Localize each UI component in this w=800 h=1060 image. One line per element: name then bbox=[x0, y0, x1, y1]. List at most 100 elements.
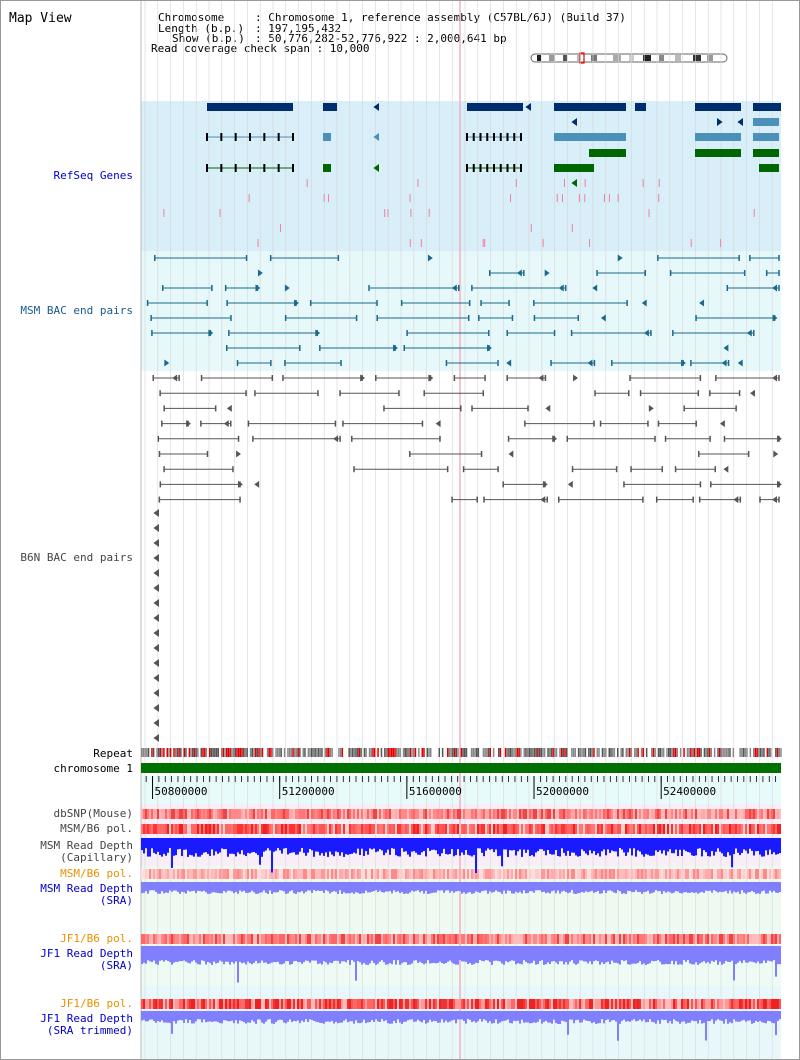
msm-depth-cap-bar bbox=[167, 838, 169, 853]
jf1-depth-bar bbox=[267, 946, 269, 965]
jf1-b6-pol-cell bbox=[689, 934, 691, 944]
jf1-trim-bar bbox=[557, 1011, 559, 1024]
jf1-trim-bar bbox=[623, 1011, 625, 1020]
msm-depth-sra-bar bbox=[563, 882, 565, 891]
msm-depth-sra-bar bbox=[639, 882, 641, 892]
jf1-b6-pol-2-cell bbox=[347, 999, 349, 1009]
msm-b6-pol-cell bbox=[659, 824, 661, 834]
dbsnp-cell bbox=[253, 809, 255, 819]
jf1-depth-bar bbox=[625, 946, 627, 961]
msm-depth-cap-bar bbox=[383, 838, 385, 856]
dbsnp-cell bbox=[759, 809, 761, 819]
dbsnp-cell bbox=[529, 809, 531, 819]
dbsnp-cell bbox=[519, 809, 521, 819]
msm-b6-pol-sra-cell bbox=[183, 869, 185, 879]
jf1-b6-pol-2-cell bbox=[765, 999, 767, 1009]
jf1-b6-pol-cell bbox=[613, 934, 615, 944]
refseq-gene bbox=[753, 118, 779, 126]
jf1-b6-pol-2-cell bbox=[355, 999, 357, 1009]
msm-depth-cap-bar bbox=[417, 838, 419, 855]
msm-depth-sra-bar bbox=[431, 882, 433, 893]
msm-b6-pol-sra-cell bbox=[275, 869, 277, 879]
jf1-b6-pol-cell bbox=[519, 934, 521, 944]
dbsnp-cell bbox=[441, 809, 443, 819]
msm-depth-sra-bar bbox=[765, 882, 767, 894]
msm-depth-sra-bar bbox=[663, 882, 665, 892]
msm-b6-pol-sra-cell bbox=[683, 869, 685, 879]
msm-depth-cap-bar bbox=[741, 838, 743, 854]
msm-b6-pol-cell bbox=[263, 824, 265, 834]
jf1-depth-bar bbox=[715, 946, 717, 961]
msm-depth-cap-bar bbox=[731, 838, 733, 868]
jf1-b6-pol-2-cell bbox=[737, 999, 739, 1009]
jf1-b6-pol-2-cell bbox=[239, 999, 241, 1009]
msm-b6-pol-cell bbox=[599, 824, 601, 834]
jf1-b6-pol-2-cell bbox=[589, 999, 591, 1009]
msm-b6-pol-cell bbox=[385, 824, 387, 834]
msm-depth-cap-bar bbox=[309, 838, 311, 849]
jf1-depth-bar bbox=[713, 946, 715, 962]
msm-b6-pol-sra-cell bbox=[317, 869, 319, 879]
repeat-element bbox=[258, 748, 260, 757]
msm-depth-sra-bar bbox=[415, 882, 417, 891]
jf1-b6-pol-cell bbox=[481, 934, 483, 944]
msm-depth-cap-bar bbox=[265, 838, 267, 851]
track-label-msm-bac[interactable]: MSM BAC end pairs bbox=[20, 304, 133, 317]
repeat-element bbox=[661, 748, 663, 757]
msm-b6-pol-cell bbox=[143, 824, 145, 834]
jf1-b6-pol-2-cell bbox=[477, 999, 479, 1009]
repeat-element bbox=[562, 748, 565, 757]
jf1-b6-pol-cell bbox=[497, 934, 499, 944]
jf1-b6-pol-2-cell bbox=[151, 999, 153, 1009]
jf1-b6-pol-cell bbox=[193, 934, 195, 944]
jf1-trim-bar bbox=[607, 1011, 609, 1020]
msm-depth-sra-bar bbox=[443, 882, 445, 893]
jf1-depth-bar bbox=[229, 946, 231, 965]
msm-b6-pol-cell bbox=[591, 824, 593, 834]
jf1-b6-pol-2-cell bbox=[559, 999, 561, 1009]
msm-b6-pol-sra-cell bbox=[299, 869, 301, 879]
repeat-element bbox=[516, 748, 519, 757]
msm-b6-pol-cell bbox=[301, 824, 303, 834]
msm-depth-sra-bar bbox=[225, 882, 227, 893]
repeat-element bbox=[402, 748, 405, 757]
track-label-refseq[interactable]: RefSeq Genes bbox=[53, 169, 133, 182]
jf1-b6-pol-2-cell bbox=[627, 999, 629, 1009]
repeat-element bbox=[246, 748, 248, 757]
jf1-depth-bar bbox=[425, 946, 427, 964]
jf1-trim-bar bbox=[209, 1011, 211, 1022]
msm-depth-cap-bar bbox=[321, 838, 323, 854]
dbsnp-cell bbox=[469, 809, 471, 819]
jf1-depth-bar bbox=[247, 946, 249, 962]
msm-b6-pol-cell bbox=[377, 824, 379, 834]
jf1-b6-pol-cell bbox=[475, 934, 477, 944]
jf1-trim-bar bbox=[349, 1011, 351, 1022]
jf1-depth-bar bbox=[171, 946, 173, 965]
msm-depth-cap-bar bbox=[447, 838, 449, 855]
jf1-depth-bar bbox=[389, 946, 391, 964]
jf1-b6-pol-cell bbox=[195, 934, 197, 944]
track-label-b6n-bac[interactable]: B6N BAC end pairs bbox=[20, 551, 133, 564]
msm-depth-cap-bar bbox=[505, 838, 507, 850]
msm-b6-pol-sra-cell bbox=[319, 869, 321, 879]
dbsnp-cell bbox=[419, 809, 421, 819]
jf1-b6-pol-cell bbox=[217, 934, 219, 944]
msm-b6-pol-sra-cell bbox=[353, 869, 355, 879]
msm-b6-pol-cell bbox=[727, 824, 729, 834]
jf1-depth-bar bbox=[607, 946, 609, 962]
msm-depth-sra-bar bbox=[185, 882, 187, 894]
dbsnp-cell bbox=[527, 809, 529, 819]
msm-depth-sra-bar bbox=[579, 882, 581, 893]
msm-b6-pol-sra-cell bbox=[521, 869, 523, 879]
msm-depth-sra-bar bbox=[723, 882, 725, 892]
msm-depth-sra-bar bbox=[481, 882, 483, 892]
msm-depth-cap-bar bbox=[337, 838, 339, 853]
msm-b6-pol-cell bbox=[717, 824, 719, 834]
msm-depth-sra-bar bbox=[471, 882, 473, 894]
msm-b6-pol-sra-cell bbox=[285, 869, 287, 879]
jf1-depth-bar bbox=[379, 946, 381, 962]
msm-b6-pol-cell bbox=[295, 824, 297, 834]
jf1-b6-pol-cell bbox=[149, 934, 151, 944]
jf1-b6-pol-2-cell bbox=[285, 999, 287, 1009]
